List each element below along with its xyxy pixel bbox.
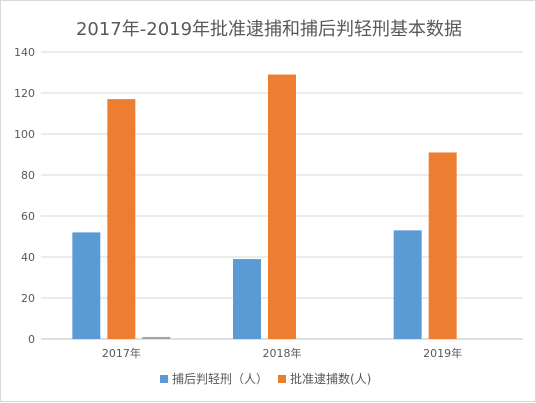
bar (142, 336, 171, 339)
legend-label: 捕后判轻刑（人） (172, 371, 268, 386)
bar (72, 232, 101, 339)
x-tick-label: 2018年 (263, 346, 302, 360)
y-tick-label: 120 (14, 87, 35, 100)
bar (393, 230, 422, 339)
bars (72, 74, 457, 340)
y-tick-label: 0 (28, 333, 35, 346)
legend-swatch (278, 375, 286, 383)
legend-label: 批准逮捕数(人) (290, 371, 371, 386)
y-tick-label: 80 (21, 169, 35, 182)
x-tick-label: 2017年 (102, 346, 141, 360)
legend: 捕后判轻刑（人） 批准逮捕数(人) (160, 371, 371, 386)
bar (233, 259, 261, 339)
legend-swatch (160, 375, 168, 383)
x-axis-ticks: 2017年 2018年 2019年 (102, 346, 462, 360)
y-axis-ticks: 0 20 40 60 80 100 120 140 (14, 46, 35, 346)
x-tick-label: 2019年 (423, 346, 462, 360)
y-tick-label: 20 (21, 292, 35, 305)
chart-title: 2017年-2019年批准逮捕和捕后判轻刑基本数据 (76, 19, 462, 40)
y-tick-label: 40 (21, 251, 35, 264)
y-tick-label: 140 (14, 46, 35, 59)
bar (107, 99, 136, 340)
bar (268, 74, 296, 340)
y-tick-label: 60 (21, 210, 35, 223)
bar (428, 152, 457, 339)
y-tick-label: 100 (14, 128, 35, 141)
